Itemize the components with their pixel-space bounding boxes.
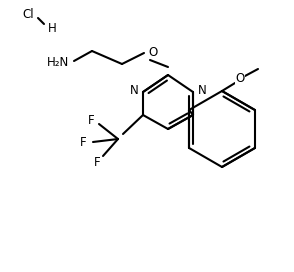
Text: H: H [48, 21, 56, 35]
Text: O: O [235, 73, 245, 85]
Text: Cl: Cl [22, 8, 34, 20]
Text: O: O [148, 45, 158, 58]
Text: F: F [80, 135, 86, 149]
Text: F: F [94, 156, 100, 168]
Text: F: F [88, 113, 94, 126]
Text: N: N [130, 84, 138, 97]
Text: H₂N: H₂N [47, 55, 69, 69]
Text: N: N [198, 84, 206, 97]
